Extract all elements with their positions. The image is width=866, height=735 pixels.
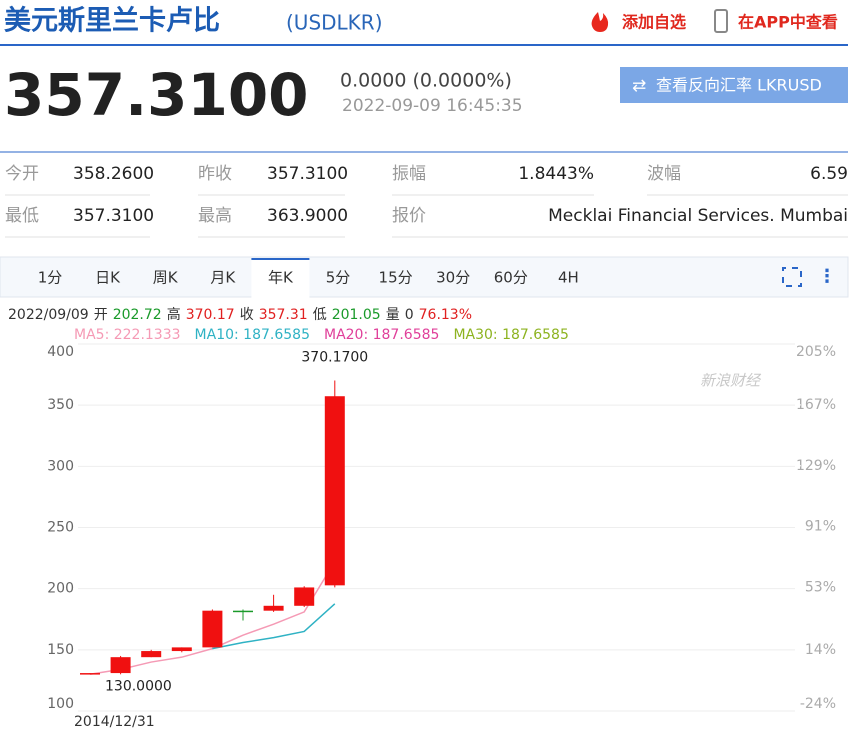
stat-value: 6.59 <box>810 164 848 184</box>
ma-legend: MA30: 187.6585 <box>453 327 568 343</box>
tab[interactable]: 15分 <box>379 269 413 287</box>
y2-tick-label: 205% <box>796 344 836 360</box>
info-item: 开 <box>94 307 108 323</box>
tab[interactable]: 4H <box>558 269 579 287</box>
y-tick-label: 400 <box>47 344 74 360</box>
y2-tick-label: 129% <box>796 458 836 474</box>
stat-label: 昨收 <box>198 164 232 184</box>
stat-label: 报价 <box>392 206 426 226</box>
view-in-app[interactable]: 在APP中查看 <box>738 13 838 32</box>
info-item: 370.17 <box>186 307 235 323</box>
swap-icon[interactable]: ⇄ <box>632 76 646 96</box>
y-tick-label: 200 <box>47 581 74 597</box>
info-item: 高 <box>167 306 181 323</box>
stat-label: 振幅 <box>392 164 426 184</box>
stat-value: 1.8443% <box>518 164 594 184</box>
info-item: 76.13% <box>419 307 472 323</box>
stat-value: Mecklai Financial Services. Mumbai <box>548 206 848 226</box>
min-annotation: 130.0000 <box>105 678 172 694</box>
tab[interactable]: 年K <box>268 269 294 287</box>
tab[interactable]: 1分 <box>38 269 63 287</box>
candle-body <box>171 647 192 652</box>
price: 357.3100 <box>4 61 309 129</box>
y2-tick-label: 53% <box>805 580 836 596</box>
stat-label: 最低 <box>5 206 39 226</box>
ma-legend: MA20: 187.6585 <box>324 327 439 343</box>
more-icon[interactable]: ⋮ <box>818 266 836 287</box>
info-item: 357.31 <box>259 307 308 323</box>
watermark: 新浪财经 <box>700 372 762 390</box>
y-tick-label: 100 <box>47 696 74 712</box>
active-tab <box>251 258 310 298</box>
y-tick-label: 250 <box>47 520 74 536</box>
info-item: 量 <box>386 307 400 323</box>
y-tick-label: 350 <box>47 397 74 413</box>
candle-body <box>202 610 223 648</box>
tab[interactable]: 周K <box>153 269 179 287</box>
ma-line <box>212 603 336 650</box>
info-item: 202.72 <box>113 307 162 323</box>
y2-tick-label: 14% <box>805 642 836 658</box>
y2-tick-label: 91% <box>805 519 836 535</box>
ma-legend: MA5: 222.1333 <box>74 327 181 343</box>
stat-label: 波幅 <box>647 164 681 184</box>
stat-label: 今开 <box>5 164 39 184</box>
info-item: 201.05 <box>332 307 381 323</box>
stat-value: 358.2600 <box>73 164 154 184</box>
fullscreen-icon[interactable] <box>782 267 802 287</box>
candle-body <box>110 657 131 674</box>
x-tick-label: 2014/12/31 <box>74 714 155 730</box>
candle-body <box>141 651 162 658</box>
candle-body <box>294 587 315 606</box>
tab[interactable]: 5分 <box>326 269 351 287</box>
flame-icon[interactable] <box>591 12 609 32</box>
stat-value: 363.9000 <box>267 206 348 226</box>
info-item: 2022/09/09 <box>8 307 89 323</box>
ma-legend: MA10: 187.6585 <box>195 327 310 343</box>
tab-bar <box>0 256 849 298</box>
candle-body <box>324 396 345 586</box>
add-watchlist[interactable]: 添加自选 <box>622 13 686 32</box>
page-title: 美元斯里兰卡卢比 <box>4 5 220 37</box>
phone-icon[interactable] <box>714 9 728 33</box>
info-item: 0 <box>405 307 414 323</box>
tab[interactable]: 月K <box>210 269 236 287</box>
tab[interactable]: 日K <box>95 269 121 287</box>
stat-value: 357.3100 <box>267 164 348 184</box>
y-tick-label: 300 <box>47 458 74 474</box>
tab[interactable]: 60分 <box>494 269 528 287</box>
stat-label: 最高 <box>198 206 232 226</box>
reverse-button[interactable] <box>620 67 848 103</box>
y2-tick-label: -24% <box>800 696 836 712</box>
candle-body <box>80 673 100 675</box>
y2-tick-label: 167% <box>796 397 836 413</box>
candle-body <box>233 610 253 613</box>
candle-body <box>263 605 284 611</box>
quote-time: 2022-09-09 16:45:35 <box>342 96 523 116</box>
max-annotation: 370.1700 <box>301 349 368 365</box>
y-tick-label: 150 <box>47 642 74 658</box>
tab[interactable]: 30分 <box>436 269 470 287</box>
currency-code: (USDLKR) <box>286 11 383 35</box>
info-item: 低 <box>313 307 327 323</box>
reverse-button-label[interactable]: 查看反向汇率 LKRUSD <box>656 76 822 95</box>
info-item: 收 <box>240 307 254 323</box>
stat-value: 357.3100 <box>73 206 154 226</box>
price-change: 0.0000 (0.0000%) <box>340 70 512 92</box>
